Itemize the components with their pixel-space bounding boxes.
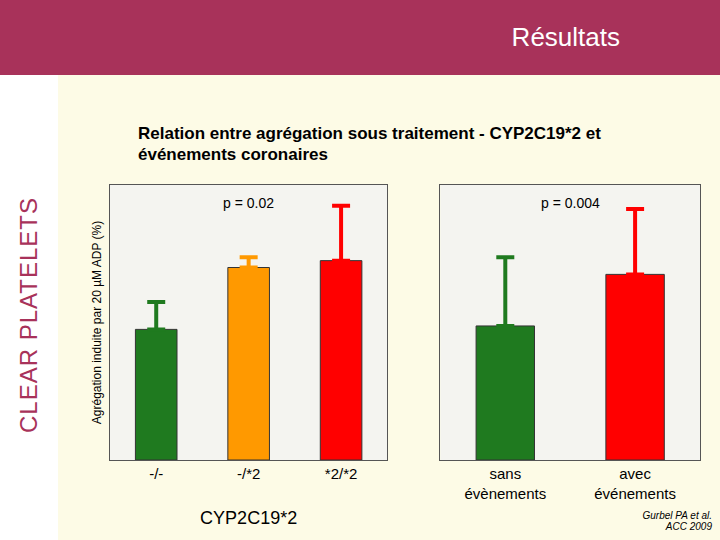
svg-text:-/-: -/-	[149, 465, 163, 482]
html-text:ACC 2009: ACC 2009	[665, 521, 712, 532]
svg-text:avecévénements: avecévénements	[594, 465, 676, 502]
svg-text:Agrégation induite par 20 µM A: Agrégation induite par 20 µM ADP (%)	[90, 221, 104, 424]
html-text:Gurbel PA et al.: Gurbel PA et al.	[642, 510, 712, 521]
svg-text:CYP2C19*2: CYP2C19*2	[200, 508, 297, 528]
svg-text:*2/*2: *2/*2	[325, 465, 358, 482]
html-text:CLEAR PLATELETS: CLEAR PLATELETS	[15, 197, 42, 433]
svg-text:p = 0.02: p = 0.02	[223, 195, 274, 211]
svg-text:-/*2: -/*2	[237, 465, 260, 482]
html-text:Résultats: Résultats	[511, 22, 620, 52]
html-text:Relation entre agrégation sous: Relation entre agrégation sous traitemen…	[138, 124, 601, 164]
svg-text:sansévènements: sansévènements	[464, 465, 546, 502]
svg-text:p = 0.004: p = 0.004	[541, 195, 600, 211]
